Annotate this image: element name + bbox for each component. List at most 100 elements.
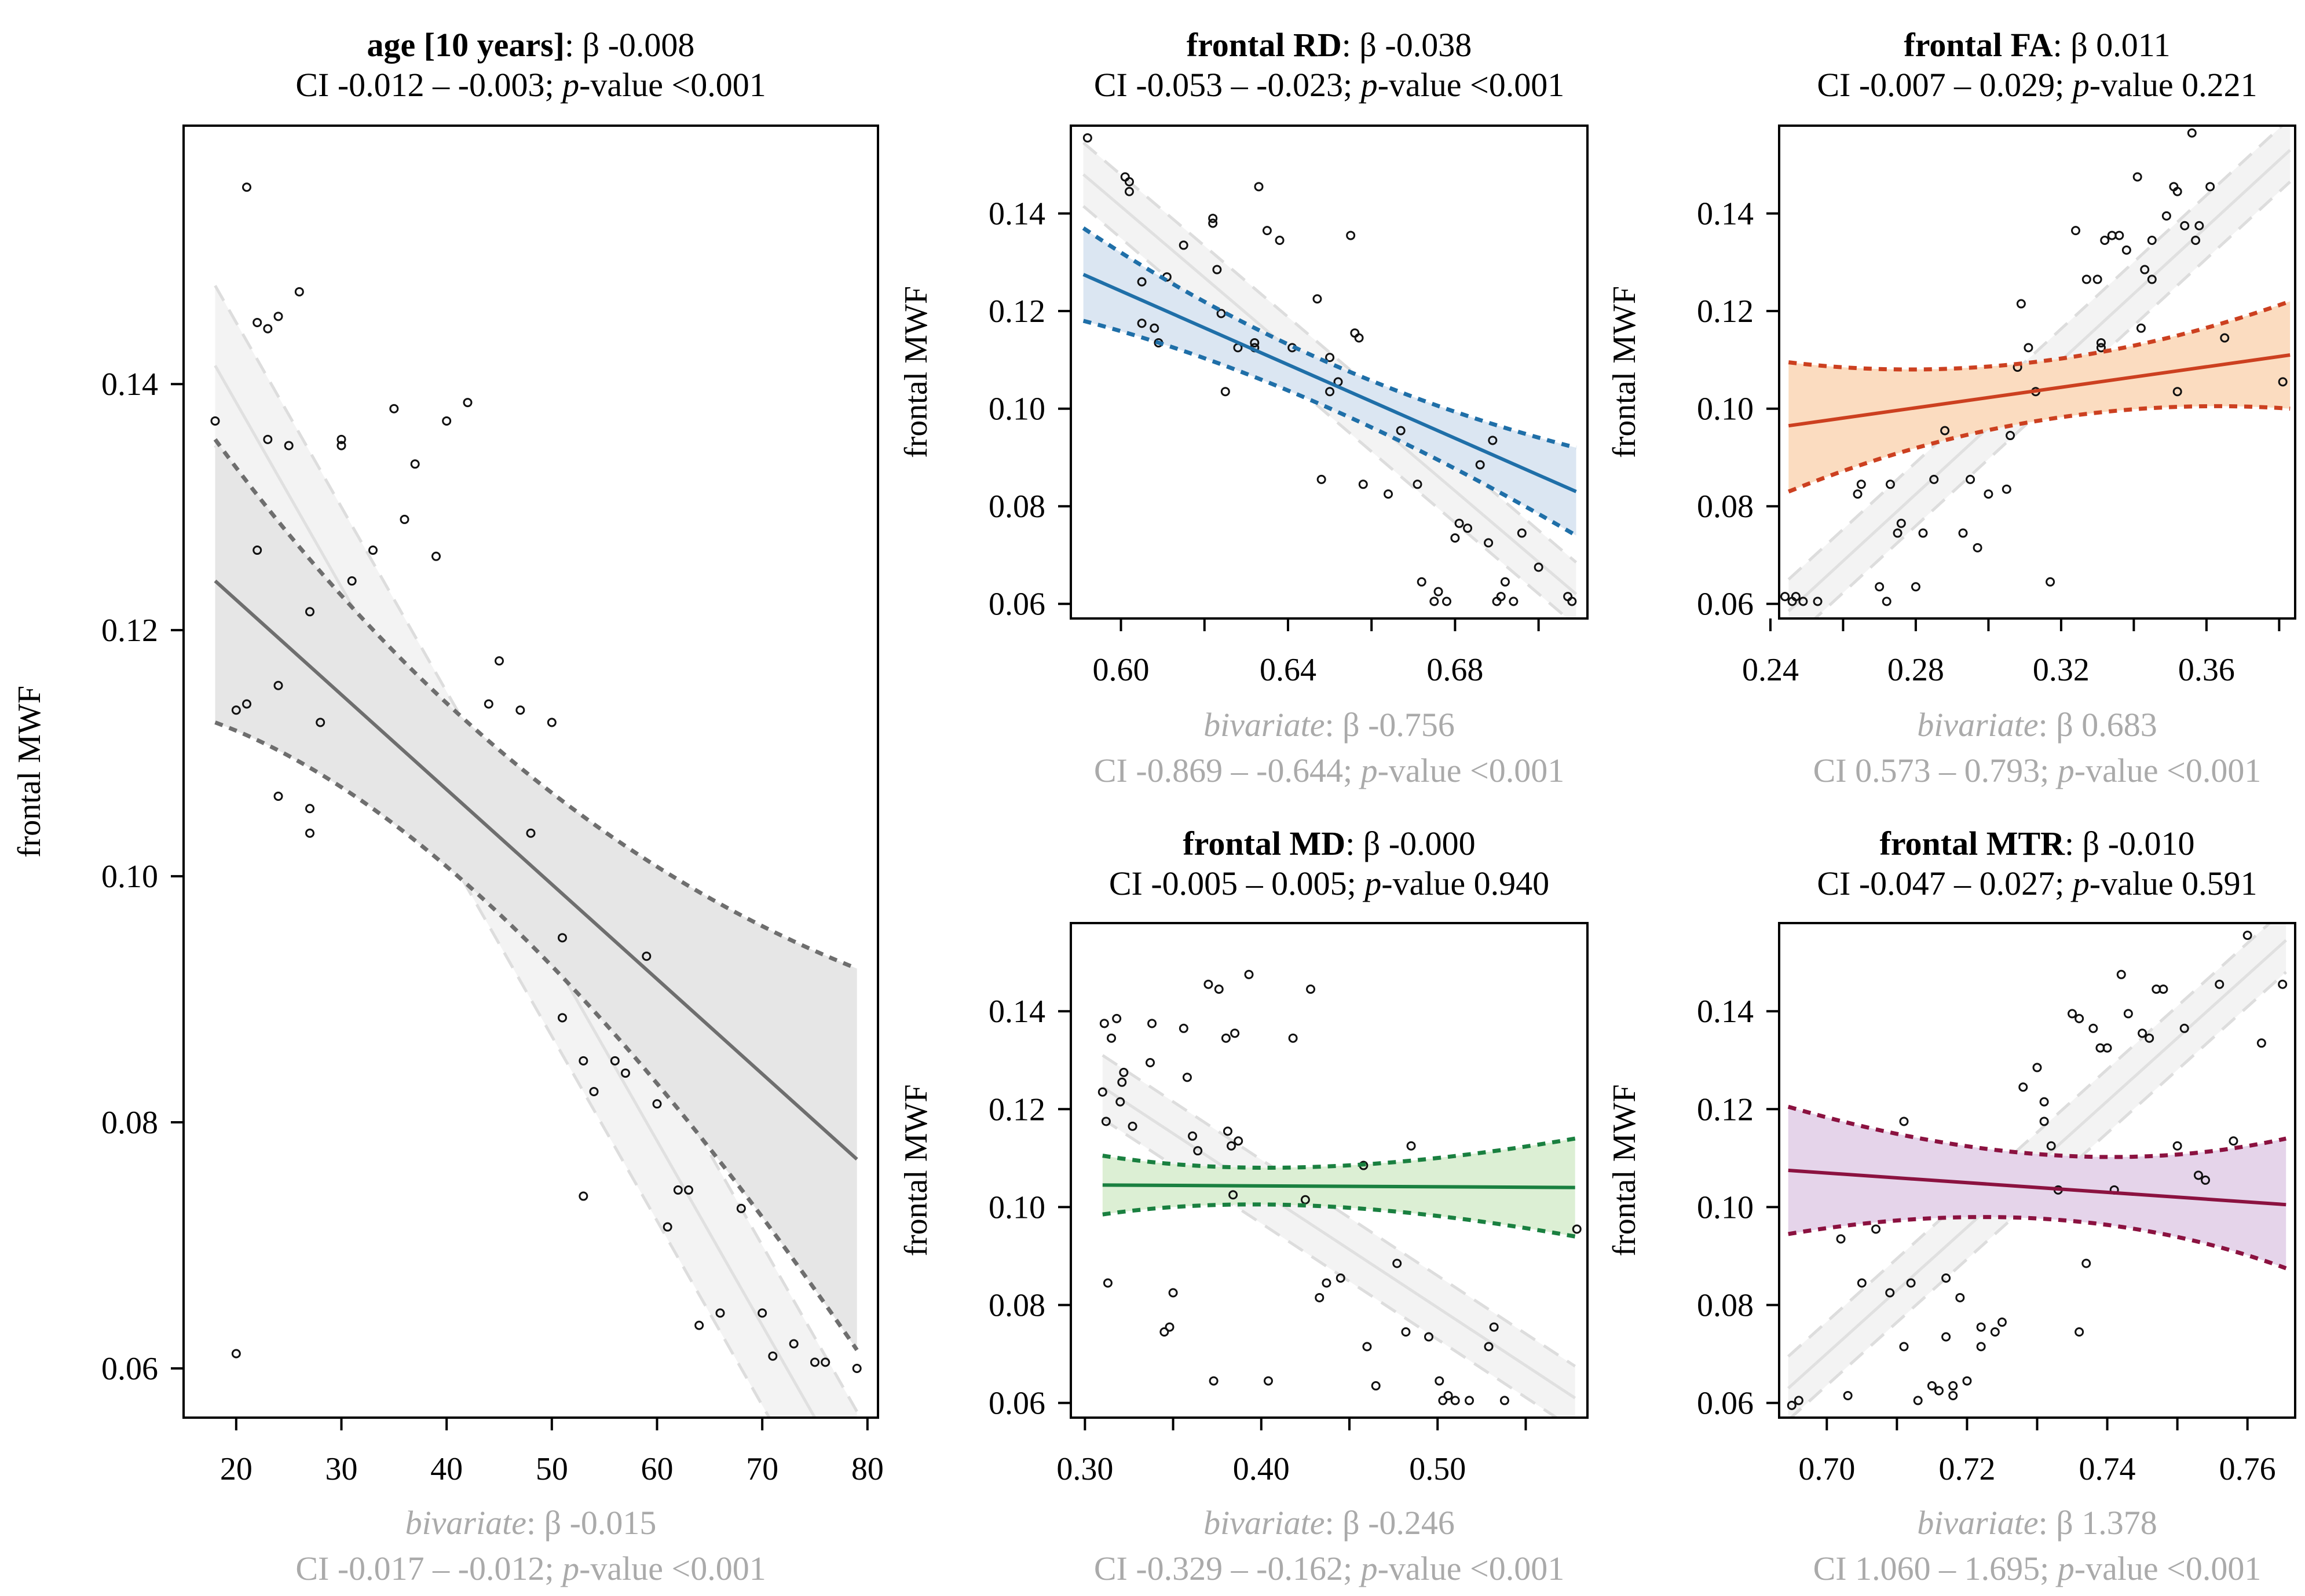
- data-point: [1346, 230, 1356, 240]
- data-point: [2147, 236, 2157, 246]
- data-point: [1182, 1072, 1192, 1082]
- data-point: [1244, 969, 1254, 979]
- title-variable: frontal RD: [1187, 26, 1342, 64]
- data-point: [1450, 1396, 1460, 1405]
- data-point: [1857, 1278, 1867, 1288]
- bivariate-ci-lower: [1082, 205, 1570, 618]
- chart-subtitle: CI -0.005 – 0.005; p-value 0.940: [1109, 865, 1549, 902]
- data-point: [2132, 172, 2142, 182]
- data-point: [484, 699, 493, 709]
- data-point: [1438, 1396, 1448, 1405]
- y-tick-label: 0.10: [1697, 391, 1754, 427]
- data-point: [1203, 979, 1213, 989]
- title-beta: : β -0.010: [2065, 825, 2194, 862]
- data-point: [1322, 1278, 1331, 1288]
- x-tick-label: 0.68: [1426, 652, 1483, 688]
- adjusted-ci-lower: [214, 720, 859, 1352]
- title-p-value: -value 0.591: [2090, 865, 2258, 902]
- y-axis-label: frontal MWF: [898, 286, 934, 458]
- data-point: [1371, 1381, 1381, 1391]
- x-tick-label: 70: [746, 1451, 778, 1487]
- data-point: [273, 312, 283, 321]
- y-tick-label: 0.08: [989, 1288, 1045, 1324]
- data-point: [547, 718, 557, 727]
- data-point: [1315, 1293, 1325, 1302]
- data-point: [1145, 1057, 1155, 1067]
- p-symbol: p: [1359, 1550, 1378, 1587]
- data-point: [2074, 1327, 2084, 1337]
- data-point: [1517, 528, 1527, 538]
- bivariate-beta: : β -0.246: [1325, 1504, 1454, 1542]
- data-point: [1099, 1019, 1109, 1028]
- bivariate-p-value: -value <0.001: [579, 1550, 766, 1587]
- title-variable: frontal MTR: [1880, 825, 2066, 862]
- x-tick-label: 80: [851, 1451, 884, 1487]
- bivariate-ci: CI 1.060 – 1.695;: [1813, 1550, 2058, 1587]
- data-point: [1997, 1317, 2007, 1327]
- data-point: [1250, 338, 1260, 347]
- x-tick-label: 30: [325, 1451, 358, 1487]
- y-tick-label: 0.14: [989, 196, 1045, 232]
- y-tick-label: 0.06: [1697, 587, 1754, 623]
- y-tick-label: 0.06: [989, 587, 1045, 623]
- data-point: [368, 546, 378, 555]
- adjusted-ci-lower: [1788, 1215, 2287, 1271]
- data-point: [1893, 528, 1902, 538]
- bivariate-p-value: -value <0.001: [2074, 1550, 2262, 1587]
- y-axis-label: frontal MWF: [1607, 286, 1642, 458]
- data-point: [526, 828, 536, 838]
- data-point: [2032, 1063, 2042, 1072]
- data-point: [2138, 1028, 2147, 1038]
- x-tick-label: 40: [430, 1451, 463, 1487]
- data-point: [389, 404, 399, 413]
- data-point: [495, 656, 504, 666]
- data-point: [336, 434, 346, 444]
- data-point: [1336, 1273, 1345, 1283]
- data-point: [2147, 274, 2157, 284]
- data-point: [1955, 1293, 1965, 1302]
- data-point: [1193, 1146, 1203, 1156]
- chart-subtitle: CI -0.012 – -0.003; p-value <0.001: [295, 66, 766, 104]
- data-point: [1886, 479, 1896, 489]
- data-point: [242, 182, 251, 192]
- data-point: [2071, 226, 2081, 236]
- data-point: [1354, 333, 1364, 343]
- bivariate-label: bivariate: [1917, 1504, 2038, 1542]
- data-point: [2242, 931, 2252, 940]
- data-point: [2172, 186, 2182, 196]
- data-point: [2116, 969, 2126, 979]
- data-point: [1948, 1390, 1958, 1400]
- data-point: [442, 416, 452, 426]
- data-point: [1350, 328, 1360, 338]
- p-symbol: p: [1359, 66, 1378, 104]
- adjusted-fit-line: [1102, 1183, 1575, 1189]
- data-point: [1119, 1067, 1129, 1077]
- data-point: [1882, 596, 1891, 606]
- y-tick-label: 0.08: [101, 1105, 158, 1141]
- data-point: [1325, 387, 1335, 397]
- plot-area-fa: [1780, 126, 2291, 618]
- y-tick-label: 0.14: [101, 367, 158, 402]
- data-point: [2220, 333, 2230, 343]
- x-tick-label: 0.40: [1233, 1451, 1290, 1487]
- data-point: [2172, 1141, 2182, 1151]
- data-point: [1230, 1028, 1240, 1038]
- bivariate-ci-annotation: CI -0.017 – -0.012; p-value <0.001: [295, 1550, 766, 1587]
- data-point: [2194, 221, 2204, 230]
- bivariate-ci-annotation: CI 0.573 – 0.793; p-value <0.001: [1813, 752, 2262, 789]
- chart-title: frontal FA: β 0.011: [1904, 26, 2170, 64]
- data-point: [336, 441, 346, 451]
- bivariate-ci-upper: [1787, 923, 2272, 1358]
- plot-area-md: [1097, 969, 1582, 1418]
- data-point: [1209, 1376, 1219, 1386]
- p-symbol: p: [2055, 752, 2074, 789]
- y-axis-label: frontal MWF: [1607, 1084, 1642, 1256]
- data-point: [1413, 479, 1422, 489]
- data-point: [2092, 274, 2102, 284]
- bivariate-annotation: bivariate: β 1.378: [1917, 1504, 2157, 1542]
- data-point: [284, 441, 294, 451]
- title-p-value: -value 0.940: [1381, 865, 1549, 902]
- data-point: [515, 705, 525, 715]
- chart-title: age [10 years]: β -0.008: [367, 26, 695, 64]
- data-point: [652, 1099, 662, 1109]
